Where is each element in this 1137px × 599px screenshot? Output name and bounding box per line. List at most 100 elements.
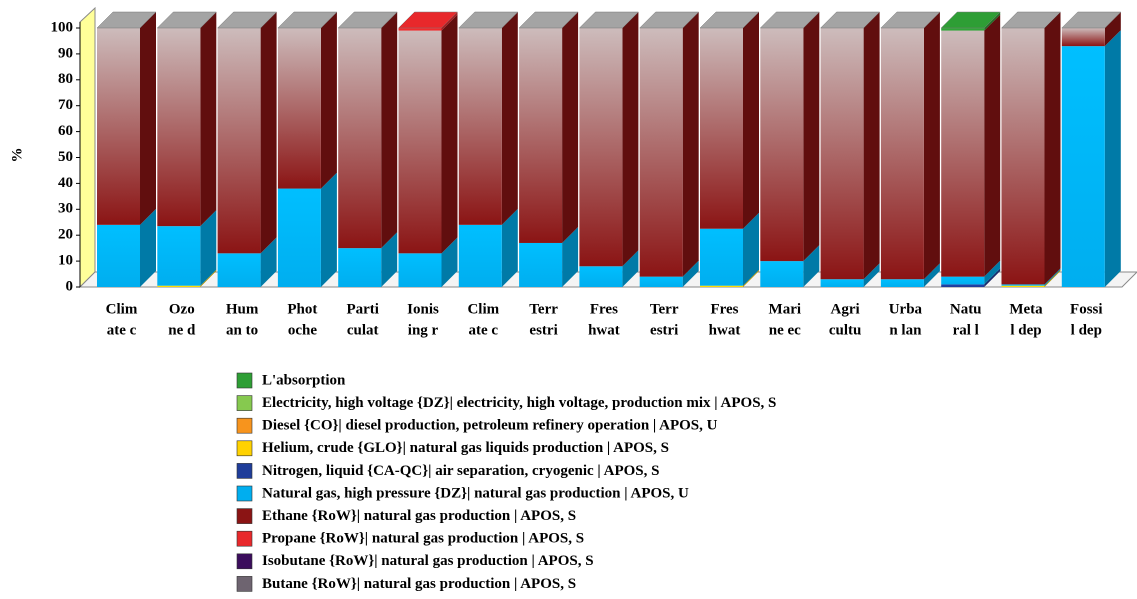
- bar-segment: [519, 242, 563, 287]
- x-tick-label: l dep: [1010, 322, 1041, 338]
- bar-side: [984, 12, 1001, 31]
- bar-segment: [519, 28, 563, 243]
- bar-top: [940, 11, 1001, 29]
- x-tick-label: culat: [347, 322, 379, 338]
- legend-swatch: [236, 530, 253, 547]
- bar-side: [260, 237, 277, 287]
- bar-top: [458, 11, 519, 29]
- y-tick-label: 80: [58, 71, 73, 87]
- bar-side: [984, 14, 1001, 277]
- y-axis-label: %: [9, 148, 25, 163]
- y-tick-label: 30: [58, 201, 73, 217]
- legend-swatch: [236, 508, 253, 524]
- bar-side: [1044, 12, 1061, 285]
- bar-side: [501, 12, 518, 225]
- x-tick-label: hwat: [709, 322, 741, 338]
- x-tick-label: Urba: [889, 301, 923, 317]
- bar-side: [743, 269, 759, 287]
- bar-top: [216, 11, 278, 29]
- y-tick-label: 50: [58, 149, 73, 165]
- bar-top: [156, 11, 217, 29]
- bar-segment: [398, 28, 442, 31]
- bar-side: [320, 172, 337, 287]
- x-tick-label: ne d: [168, 322, 196, 338]
- bar-side: [1044, 269, 1061, 287]
- x-tick-label: oche: [288, 322, 318, 338]
- y-tick-label: 70: [58, 97, 73, 113]
- bar-side: [501, 208, 518, 287]
- x-tick-label: ing r: [408, 322, 439, 338]
- bar-top: [819, 11, 881, 29]
- y-tick-label: 100: [51, 19, 74, 35]
- x-tick-label: Meta: [1009, 301, 1043, 317]
- bar-segment: [97, 224, 140, 287]
- bar-segment: [820, 279, 864, 287]
- x-tick-label: ate c: [469, 322, 499, 338]
- bar-side: [441, 237, 458, 287]
- bar-side: [803, 245, 820, 287]
- bar-top: [518, 11, 579, 29]
- left-wall: [79, 6, 96, 289]
- x-tick-label: Fres: [710, 301, 738, 317]
- x-tick-label: hwat: [588, 322, 620, 338]
- x-tick-label: Terr: [650, 301, 679, 317]
- bar-segment: [820, 28, 864, 280]
- y-tick-label: 20: [58, 227, 73, 243]
- bar-segment: [1061, 46, 1105, 287]
- bar-side: [1044, 268, 1061, 286]
- x-tick-label: Natu: [950, 301, 982, 317]
- bar-side: [622, 250, 639, 287]
- bar-segment: [277, 188, 321, 287]
- bar-segment: [338, 28, 382, 249]
- bar-side: [140, 12, 156, 225]
- bar-segment: [700, 28, 743, 229]
- bar-side: [200, 12, 217, 227]
- bar-top: [337, 11, 398, 29]
- y-tick-label: 90: [58, 45, 73, 61]
- bar-side: [682, 260, 699, 287]
- x-tick-label: Ozo: [169, 301, 195, 317]
- x-tick-label: Fres: [590, 301, 618, 317]
- bar-side: [200, 210, 217, 286]
- bar-side: [381, 12, 398, 249]
- x-tick-label: Parti: [346, 301, 378, 317]
- legend-swatch: [236, 372, 253, 389]
- bar-side: [1104, 30, 1121, 287]
- legend-label: L'absorption: [262, 372, 346, 388]
- bar-segment: [941, 276, 985, 285]
- bar-side: [381, 232, 398, 287]
- bar-top: [880, 11, 941, 29]
- legend-label: Electricity, high voltage {DZ}| electric…: [262, 395, 776, 411]
- bar-side: [863, 12, 880, 280]
- y-tick-label: 60: [58, 123, 73, 139]
- bar-segment: [277, 28, 321, 189]
- bar-top: [578, 11, 640, 29]
- bar-side: [863, 263, 880, 287]
- x-tick-label: Terr: [529, 301, 558, 317]
- x-tick-label: Fossi: [1070, 301, 1103, 317]
- bar-segment: [941, 30, 985, 277]
- bar-side: [803, 12, 820, 262]
- y-tick-label: 10: [58, 253, 73, 269]
- x-tick-label: Agri: [831, 301, 860, 317]
- bar-segment: [1001, 28, 1045, 285]
- legend-label: Diesel {CO}| diesel production, petroleu…: [262, 418, 718, 434]
- bar-side: [441, 14, 458, 254]
- x-tick-label: ral l: [953, 322, 979, 338]
- bar-segment: [700, 285, 743, 287]
- legend-label: Propane {RoW}| natural gas production | …: [262, 531, 584, 547]
- bar-segment: [1001, 285, 1045, 287]
- bar-top: [397, 11, 459, 29]
- bar-segment: [760, 261, 804, 287]
- legend-label: Butane {RoW}| natural gas production | A…: [262, 576, 576, 592]
- bar-side: [260, 12, 277, 254]
- x-tick-label: Mari: [769, 301, 801, 317]
- bar-top: [96, 11, 157, 29]
- legend-swatch: [236, 440, 253, 457]
- legend-swatch: [236, 553, 253, 570]
- bar-segment: [579, 28, 623, 267]
- bar-side: [140, 208, 156, 287]
- bar-segment: [941, 284, 985, 287]
- legend-label: Helium, crude {GLO}| natural gas liquids…: [262, 440, 669, 456]
